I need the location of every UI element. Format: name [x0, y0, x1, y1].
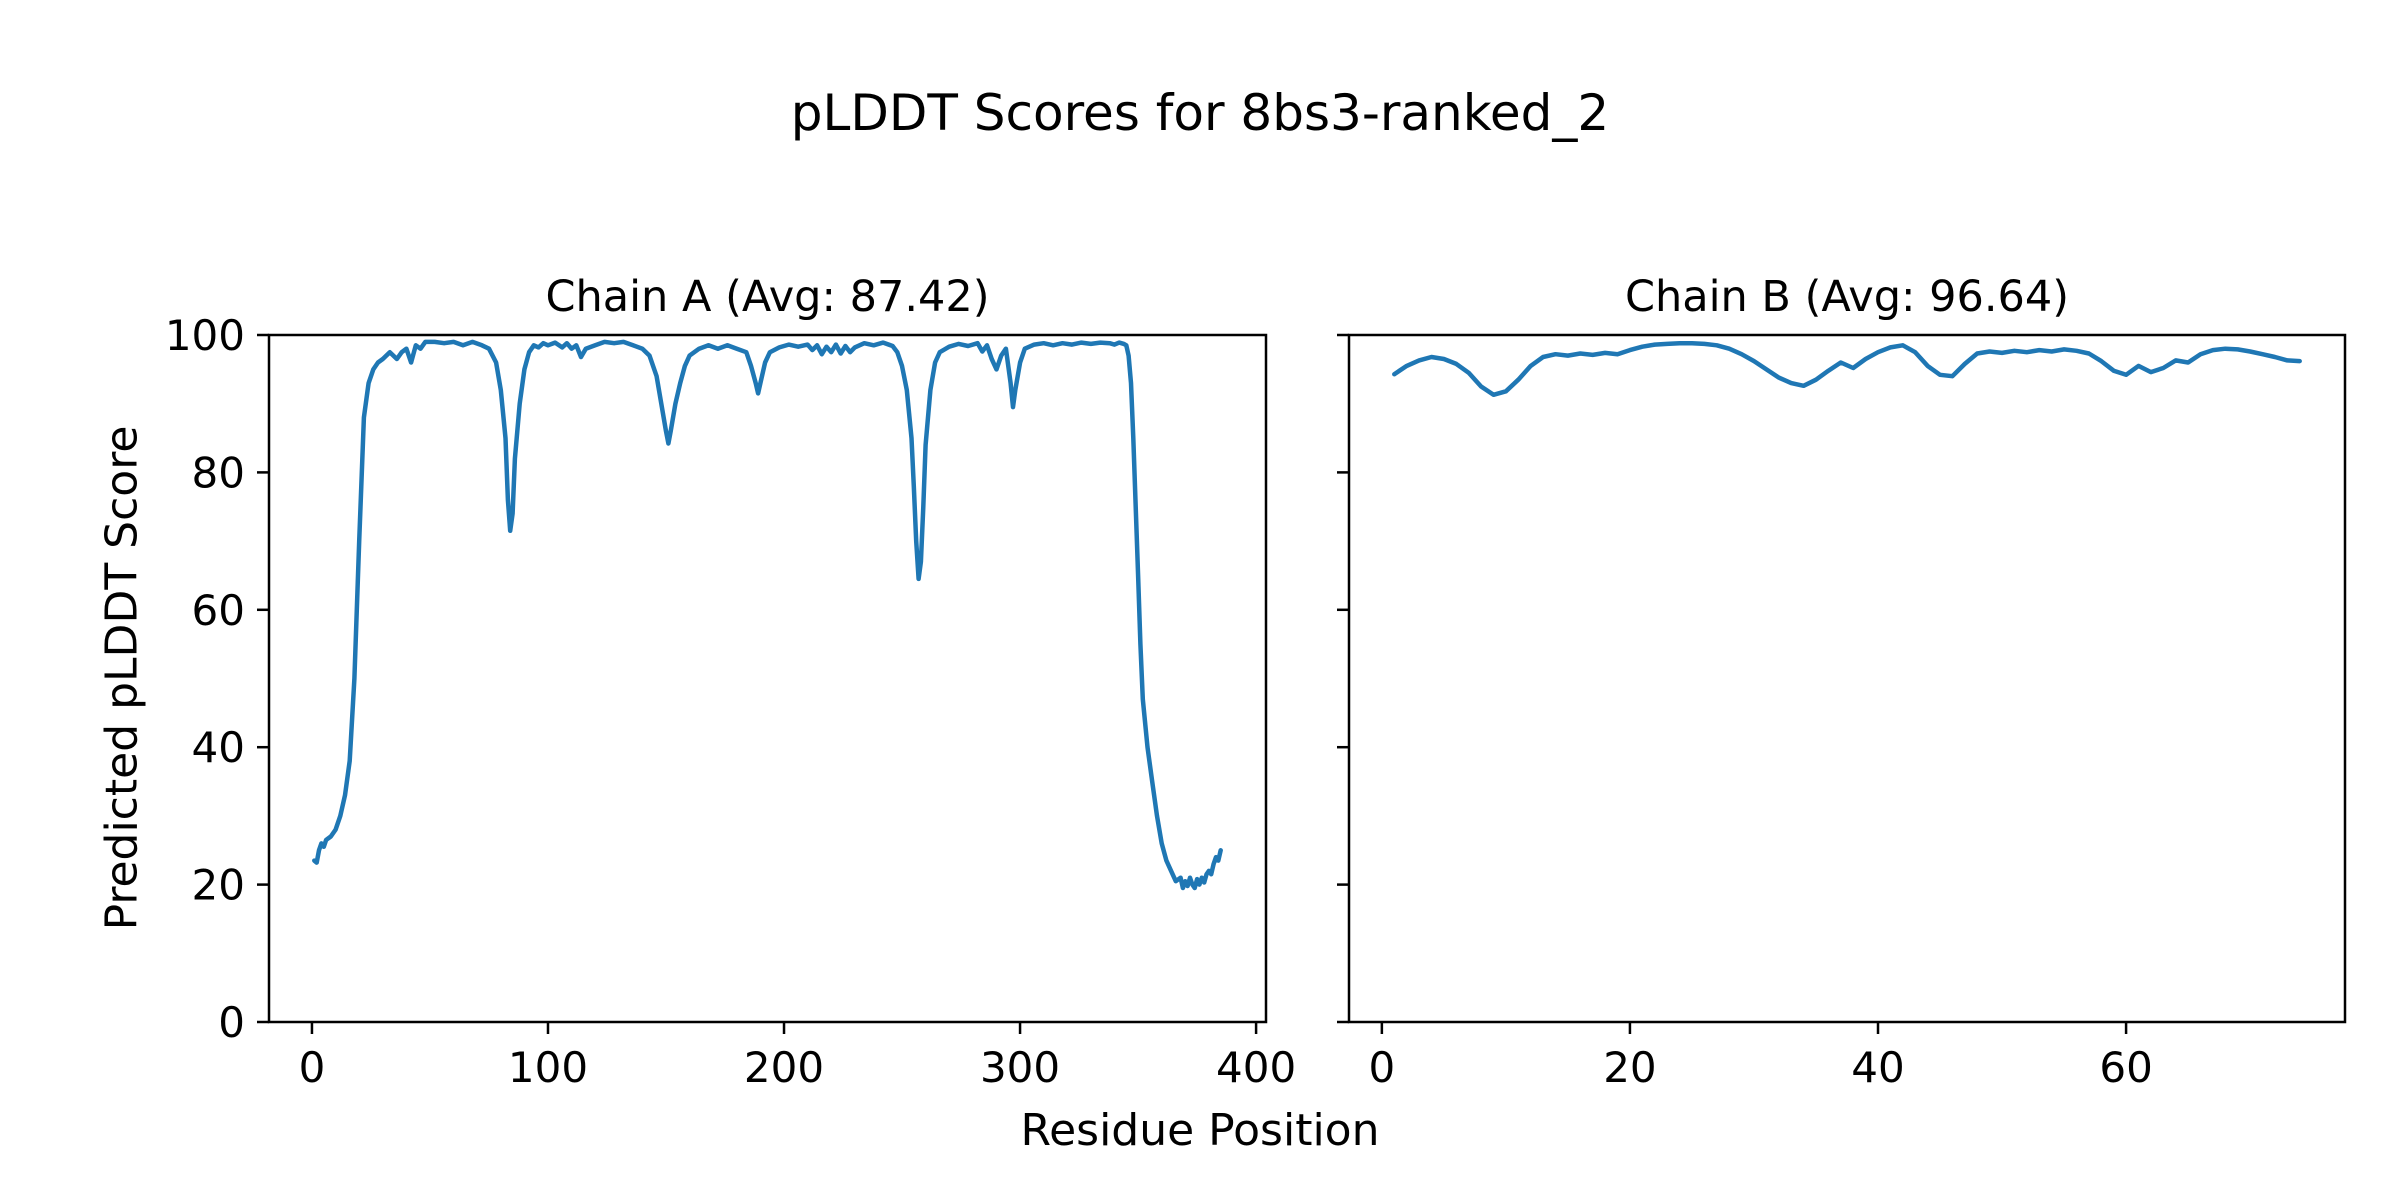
chain-b-subplot-title: Chain B (Avg: 96.64) — [1624, 272, 2070, 322]
y-tick-label: 60 — [192, 586, 245, 635]
y-tick-label: 80 — [192, 448, 245, 497]
y-tick-label: 100 — [165, 311, 245, 360]
x-tick-label: 0 — [1369, 1043, 1396, 1092]
x-tick-label: 60 — [2099, 1043, 2152, 1092]
plddt-line-series — [1392, 340, 2302, 398]
y-tick-label: 20 — [192, 861, 245, 910]
y-axis-label: Predicted pLDDT Score — [96, 425, 148, 931]
y-tick-label: 0 — [218, 998, 245, 1047]
y-tick-label: 40 — [192, 723, 245, 772]
x-tick-label: 40 — [1851, 1043, 1904, 1092]
x-tick-label: 100 — [508, 1043, 588, 1092]
x-tick-label: 300 — [980, 1043, 1060, 1092]
chain-a-line-chart: 0 100 200 300 400 0 20 40 60 80 100 — [165, 311, 1296, 1092]
x-tick-label: 400 — [1216, 1043, 1296, 1092]
x-tick-label: 20 — [1603, 1043, 1656, 1092]
x-axis-label: Residue Position — [1020, 1105, 1380, 1156]
x-tick-label: 0 — [299, 1043, 326, 1092]
x-tick-label: 200 — [744, 1043, 824, 1092]
plddt-line-series — [312, 339, 1223, 891]
chain-a-subplot-title: Chain A (Avg: 87.42) — [545, 272, 990, 322]
axes-spines — [267, 333, 1268, 1024]
chain-b-line-chart: 0 20 40 60 — [1337, 333, 2347, 1092]
axes-spines — [1347, 333, 2347, 1024]
figure-title: pLDDT Scores for 8bs3-ranked_2 — [790, 84, 1610, 142]
